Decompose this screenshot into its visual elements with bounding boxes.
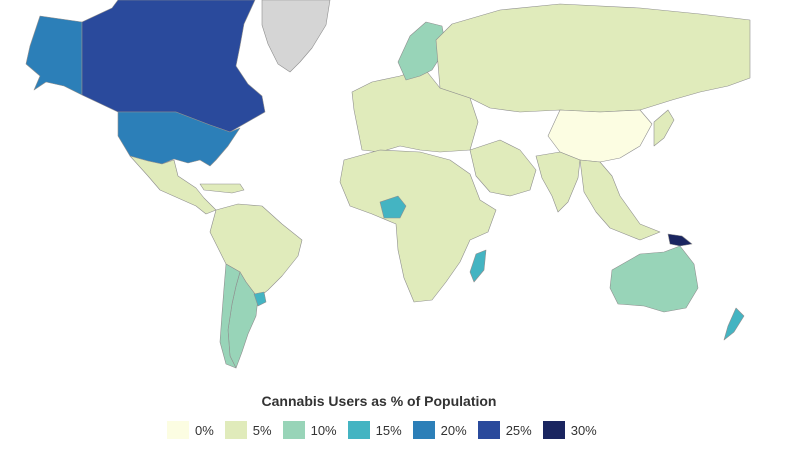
legend: 0% 5% 10% 15% 20% 25% 30% (167, 421, 608, 439)
region-madagascar (469, 249, 487, 283)
region-india (535, 151, 581, 213)
legend-item: 30% (542, 421, 597, 439)
region-southeast-asia (579, 159, 661, 241)
legend-swatch (542, 421, 565, 439)
region-new-zealand (723, 307, 745, 341)
region-papua-new-guinea (667, 233, 693, 247)
world-map (25, 0, 751, 369)
region-uruguay (253, 291, 267, 307)
legend-label: 30% (570, 422, 597, 438)
region-caribbean (199, 183, 245, 194)
legend-label: 15% (375, 422, 402, 438)
legend-swatch (167, 421, 189, 439)
legend-label: 0% (195, 422, 214, 438)
region-middle-east (469, 139, 537, 197)
legend-item: 15% (347, 421, 402, 439)
legend-label: 20% (440, 422, 467, 438)
region-africa (339, 149, 497, 303)
legend-item: 5% (224, 421, 272, 439)
legend-label: 25% (505, 422, 532, 438)
legend-label: 5% (252, 422, 272, 438)
region-japan (653, 109, 675, 147)
region-chile (219, 263, 241, 369)
legend-swatch (412, 421, 435, 439)
legend-swatch (224, 421, 247, 439)
legend-item: 20% (412, 421, 467, 439)
legend-label: 10% (310, 422, 337, 438)
legend-swatch (347, 421, 370, 439)
region-greenland (261, 0, 331, 73)
legend-title: Cannabis Users as % of Population (261, 393, 497, 409)
region-mexico (129, 155, 217, 215)
legend-item: 25% (477, 421, 532, 439)
legend-swatch (282, 421, 305, 439)
region-alaska (25, 15, 83, 96)
region-australia (609, 245, 699, 313)
region-china (547, 109, 653, 163)
legend-swatch (477, 421, 500, 439)
legend-item: 0% (167, 421, 214, 439)
legend-item: 10% (282, 421, 337, 439)
region-russia (435, 3, 751, 113)
region-south-america (209, 203, 303, 299)
region-nigeria (379, 195, 407, 219)
